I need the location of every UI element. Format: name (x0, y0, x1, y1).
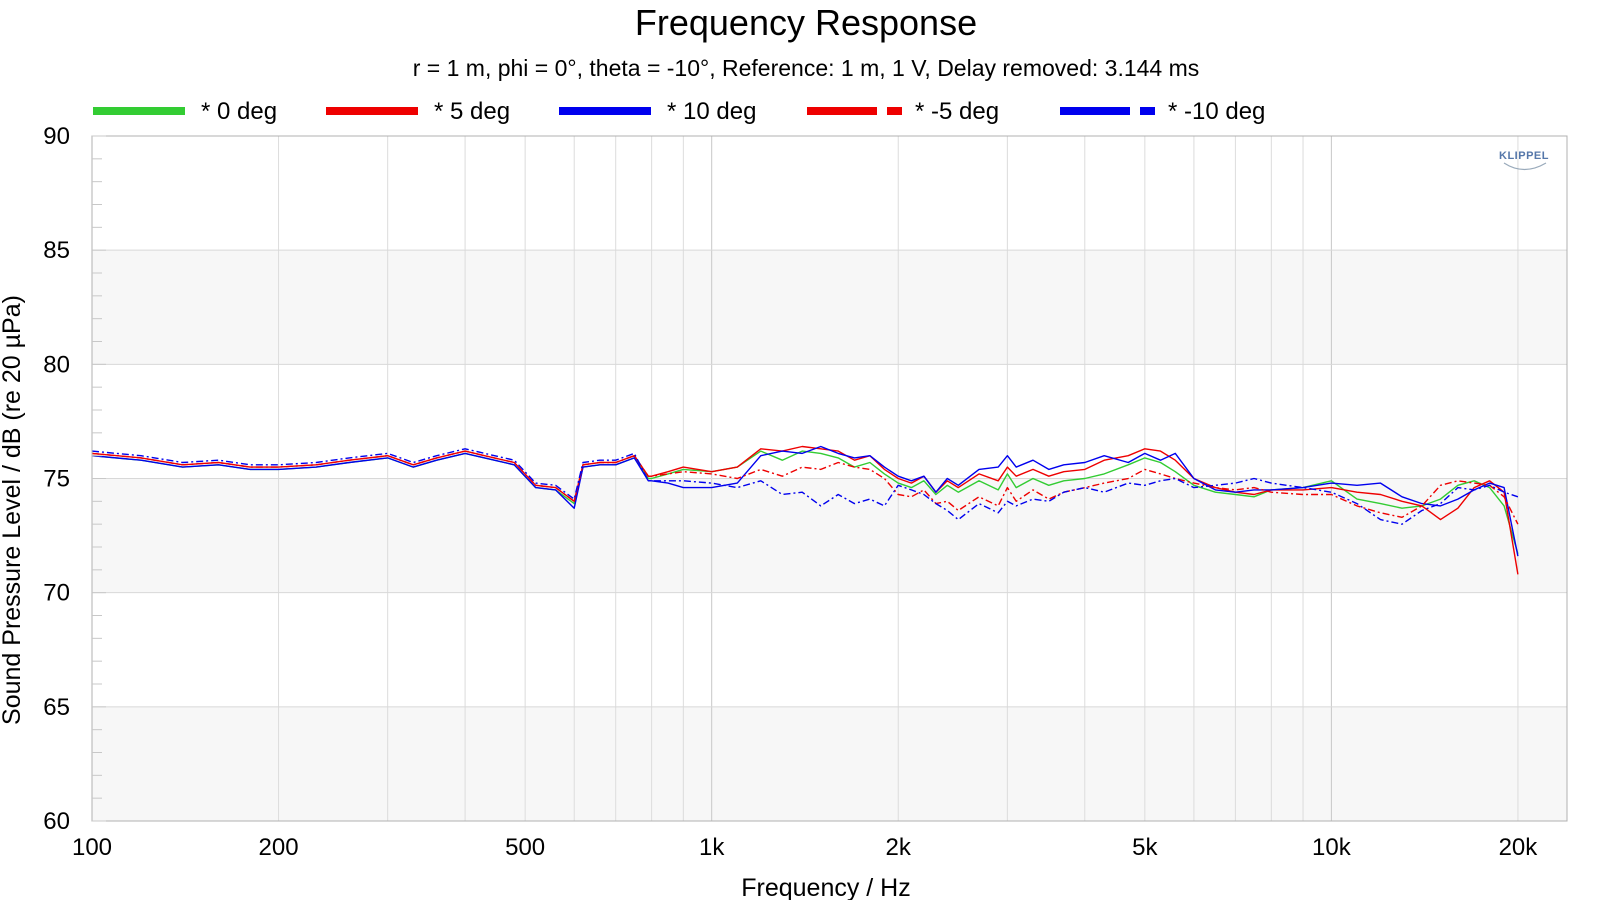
x-tick-label: 200 (259, 834, 299, 861)
y-tick-label: 60 (43, 808, 70, 835)
axes: 60 65 70 75 80 85 90 100 200 500 1k 2k 5k 10k 20k (43, 123, 1568, 861)
series-line-4 (91, 448, 1519, 525)
x-axis-label: Frequency / Hz (741, 874, 911, 900)
legend-item-0: * 0 deg (93, 98, 277, 125)
plot-band (92, 478, 1567, 593)
klippel-logo-text: KLIPPEL (1499, 150, 1549, 162)
plot-band (92, 250, 1567, 365)
y-tick-label: 70 (43, 580, 70, 607)
y-tick-label: 80 (43, 351, 70, 378)
legend-label: * 0 deg (201, 98, 277, 125)
x-tick-label: 2k (886, 834, 912, 861)
y-tick-label: 90 (43, 123, 70, 150)
plot-band (92, 706, 1567, 821)
legend-item-4: * -10 deg (1060, 98, 1265, 125)
series-line-3 (91, 450, 1519, 525)
klippel-logo-arc (1503, 162, 1547, 171)
legend: * 0 deg * 5 deg * 10 deg * -5 deg * -10 deg (93, 98, 1265, 125)
x-tick-label: 5k (1132, 834, 1158, 861)
chart-subtitle: r = 1 m, phi = 0°, theta = -10°, Referen… (413, 55, 1200, 81)
legend-label: * -10 deg (1168, 98, 1265, 125)
series-layer (91, 445, 1519, 575)
legend-label: * 10 deg (667, 98, 756, 125)
legend-label: * -5 deg (915, 98, 999, 125)
legend-label: * 5 deg (434, 98, 510, 125)
y-tick-label: 75 (43, 466, 70, 493)
legend-item-2: * 10 deg (559, 98, 756, 125)
x-tick-label: 500 (505, 834, 545, 861)
series-line-2 (91, 445, 1519, 557)
y-tick-label: 65 (43, 694, 70, 721)
x-tick-label: 20k (1499, 834, 1539, 861)
x-tick-label: 10k (1312, 834, 1352, 861)
legend-item-1: * 5 deg (326, 98, 510, 125)
y-axis-label: Sound Pressure Level / dB (re 20 µPa) (0, 295, 26, 725)
legend-item-3: * -5 deg (807, 98, 999, 125)
grid-lines (91, 135, 1567, 822)
y-tick-label: 85 (43, 237, 70, 264)
chart-title: Frequency Response (635, 2, 977, 43)
klippel-logo: KLIPPEL (1499, 150, 1549, 171)
x-tick-label: 100 (72, 834, 112, 861)
x-tick-label: 1k (699, 834, 725, 861)
